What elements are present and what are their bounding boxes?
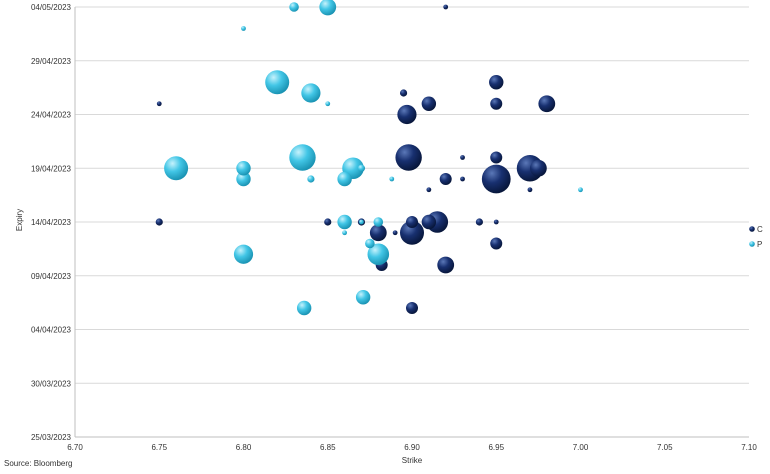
legend-label-c: C (757, 225, 763, 234)
bubble-p (307, 175, 315, 183)
bubble-p (296, 300, 312, 316)
bubble-p (241, 26, 246, 31)
bubble-c (527, 187, 533, 193)
legend: CP (749, 225, 763, 249)
bubble-p (357, 164, 366, 172)
x-tick-label: 6.80 (236, 443, 252, 452)
bubble-c (421, 214, 437, 230)
axes (74, 7, 749, 438)
bubble-c (426, 187, 432, 193)
y-tick-label: 29/04/2023 (31, 57, 72, 66)
x-tick-labels: 6.70 6.75 6.80 6.85 6.90 6.95 7.00 7.05 7.10 (67, 443, 757, 452)
bubble-c (538, 95, 556, 113)
y-tick-label: 14/04/2023 (31, 218, 72, 227)
bubble-c (369, 224, 387, 242)
bubble-c (460, 155, 465, 160)
bubble-c (493, 219, 499, 225)
source-note: Source: Bloomberg (4, 459, 73, 468)
bubble-c (406, 302, 418, 314)
bubble-p (233, 244, 254, 264)
bubble-p (301, 83, 321, 103)
bubble-c (439, 173, 452, 185)
bubble-c (529, 159, 547, 177)
bubble-p (373, 217, 384, 227)
bubble-c (421, 96, 437, 111)
y-axis-title: Expiry (15, 209, 24, 231)
bubble-c (392, 230, 398, 236)
y-tick-label: 09/04/2023 (31, 272, 72, 281)
bubble-p (578, 187, 583, 193)
bubble-p (342, 230, 347, 236)
y-tick-label: 25/03/2023 (31, 433, 72, 442)
bubble-c (489, 75, 504, 90)
x-tick-label: 6.85 (320, 443, 336, 452)
x-tick-label: 6.90 (404, 443, 420, 452)
legend-label-p: P (757, 240, 762, 249)
bubble-p (289, 144, 316, 171)
y-tick-label: 04/05/2023 (31, 3, 72, 12)
x-axis-title: Strike (402, 456, 423, 465)
bubble-p (367, 243, 390, 266)
bubble-c (443, 4, 449, 10)
y-tick-label: 19/04/2023 (31, 164, 72, 173)
bubble-p (359, 219, 364, 225)
bubble-p (389, 176, 395, 182)
x-tick-label: 6.70 (67, 443, 83, 452)
bubble-p (337, 171, 352, 187)
x-tick-label: 6.75 (151, 443, 167, 452)
bubble-c (490, 237, 503, 250)
bubble-p (164, 156, 189, 181)
x-tick-label: 7.10 (741, 443, 757, 452)
bubble-p (365, 238, 375, 249)
bubble-c (475, 218, 483, 226)
bubble-p (236, 171, 251, 187)
bubble-c (437, 256, 455, 274)
bubble-c (460, 176, 465, 182)
bubble-p (337, 214, 352, 230)
bubble-p (325, 101, 331, 107)
bubble-c (324, 218, 332, 226)
bubble-c (481, 164, 511, 194)
y-tick-labels: 25/03/2023 30/03/2023 04/04/2023 09/04/2023… (31, 3, 72, 442)
bubble-c (156, 101, 162, 107)
bubble-c (400, 220, 424, 245)
y-tick-label: 24/04/2023 (31, 111, 72, 120)
bubble-c (155, 218, 163, 226)
bubble-c (397, 104, 417, 125)
bubble-p (319, 0, 337, 16)
bubble-p (355, 290, 371, 305)
bubble-c (406, 216, 418, 228)
x-tick-label: 7.05 (657, 443, 673, 452)
x-tick-label: 7.00 (573, 443, 589, 452)
bubbles (155, 0, 583, 316)
bubble-c (399, 89, 408, 97)
bubble-p (265, 70, 290, 95)
x-tick-label: 6.95 (488, 443, 504, 452)
y-tick-label: 04/04/2023 (31, 326, 72, 335)
legend-marker-c (749, 226, 755, 232)
bubble-p (236, 161, 251, 176)
bubble-p (289, 2, 299, 12)
legend-marker-p (749, 241, 755, 247)
bubble-c (490, 151, 503, 164)
bubble-c (395, 144, 422, 171)
y-tick-label: 30/03/2023 (31, 379, 72, 388)
bubble-c (490, 97, 503, 110)
